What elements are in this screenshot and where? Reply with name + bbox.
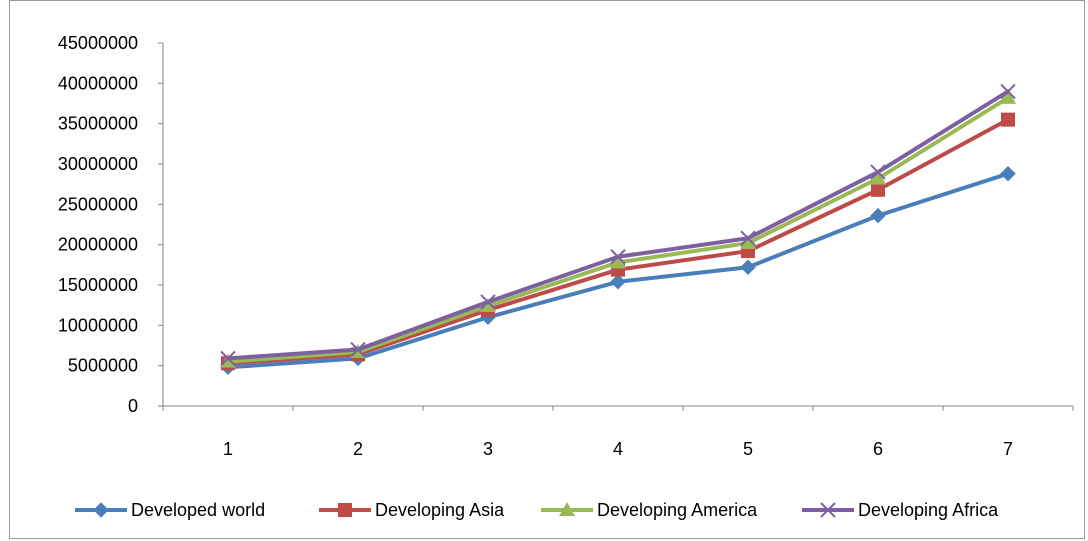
x-tick-label: 4 [613,439,623,459]
series-developing-africa [220,83,1016,367]
y-tick-label: 5000000 [68,356,138,376]
y-tick-label: 15000000 [58,275,138,295]
legend-item-developing-america: Developing America [541,500,758,520]
y-tick-label: 25000000 [58,194,138,214]
series-developing-america [220,89,1016,368]
legend-item-developing-asia: Developing Asia [319,500,505,520]
x-marker-stroke [480,294,496,310]
y-tick-label: 35000000 [58,114,138,134]
data-point [740,230,756,246]
legend-marker [559,502,575,516]
legend-label: Developing America [597,500,758,520]
legend-label: Developed world [131,500,265,520]
legend-label: Developing Asia [375,500,505,520]
data-point [740,259,756,275]
x-tick-label: 6 [873,439,883,459]
legend-item-developed-world: Developed world [75,500,265,520]
x-marker-stroke [220,350,236,367]
data-point [1001,112,1015,127]
x-marker-stroke [820,502,836,518]
y-tick-label: 0 [128,396,138,416]
series-lines [220,83,1016,375]
series-line [226,89,1010,361]
y-tick-label: 45000000 [58,33,138,53]
x-tick-label: 1 [223,439,233,459]
x-tick-label: 2 [353,439,363,459]
data-point [610,274,626,290]
data-point [871,182,885,197]
x-marker-stroke [870,164,886,180]
data-point [870,164,886,180]
x-tick-label: 5 [743,439,753,459]
data-point [1000,89,1016,104]
series-line [226,95,1010,364]
legend-marker [820,502,836,518]
data-point [350,341,366,358]
x-marker-stroke [740,230,756,246]
data-point [220,353,236,368]
data-point [220,350,236,367]
chart-frame [9,0,1085,539]
legend-label: Developing Africa [858,500,999,520]
data-point [610,254,626,269]
data-point [610,249,626,265]
series-developing-asia [221,112,1015,371]
data-point [1000,83,1016,100]
x-marker-stroke [610,249,626,265]
x-tick-label: 7 [1003,439,1013,459]
x-marker-stroke [1000,83,1016,100]
data-point [740,235,756,250]
legend-marker [338,503,352,517]
tick-labels: 0 5000000 10000000 15000000 20000000 25000000… [58,33,1013,459]
y-tick-label: 40000000 [58,73,138,93]
axes [158,42,1074,411]
legend-marker [93,502,109,518]
legend-item-developing-africa: Developing Africa [802,500,999,520]
data-point [480,297,496,312]
y-tick-label: 30000000 [58,154,138,174]
series-line [226,117,1010,366]
y-tick-label: 20000000 [58,235,138,255]
data-point [1000,165,1016,182]
y-tick-label: 10000000 [58,315,138,335]
data-point [870,207,886,224]
data-point [870,170,886,185]
x-tick-label: 3 [483,439,493,459]
legend: Developed world Developing Asia Developing… [75,500,999,520]
data-point [480,294,496,310]
x-marker-stroke [350,341,366,358]
